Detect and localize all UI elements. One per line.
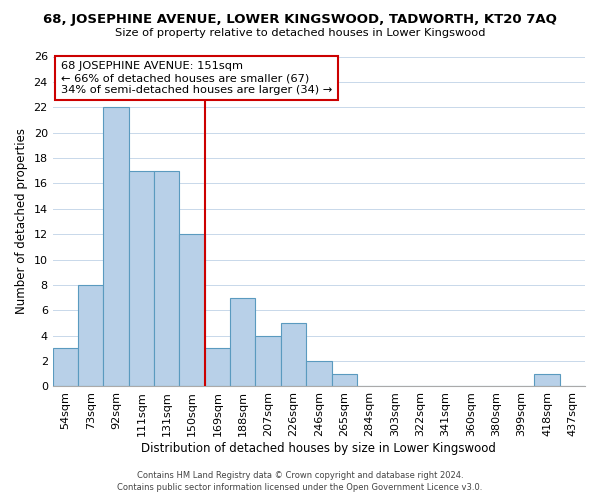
Text: 68 JOSEPHINE AVENUE: 151sqm
← 66% of detached houses are smaller (67)
34% of sem: 68 JOSEPHINE AVENUE: 151sqm ← 66% of det… [61, 62, 332, 94]
Text: 68, JOSEPHINE AVENUE, LOWER KINGSWOOD, TADWORTH, KT20 7AQ: 68, JOSEPHINE AVENUE, LOWER KINGSWOOD, T… [43, 12, 557, 26]
Bar [179, 234, 205, 386]
Text: Contains HM Land Registry data © Crown copyright and database right 2024.
Contai: Contains HM Land Registry data © Crown c… [118, 471, 482, 492]
Bar [103, 108, 129, 386]
Y-axis label: Number of detached properties: Number of detached properties [15, 128, 28, 314]
Text: Size of property relative to detached houses in Lower Kingswood: Size of property relative to detached ho… [115, 28, 485, 38]
Bar [205, 348, 230, 387]
Bar [78, 285, 103, 386]
X-axis label: Distribution of detached houses by size in Lower Kingswood: Distribution of detached houses by size … [142, 442, 496, 455]
Bar [230, 298, 256, 386]
Bar [332, 374, 357, 386]
Bar [281, 323, 306, 386]
Bar [535, 374, 560, 386]
Bar [53, 348, 78, 387]
Bar [129, 170, 154, 386]
Bar [306, 361, 332, 386]
Bar [256, 336, 281, 386]
Bar [154, 170, 179, 386]
